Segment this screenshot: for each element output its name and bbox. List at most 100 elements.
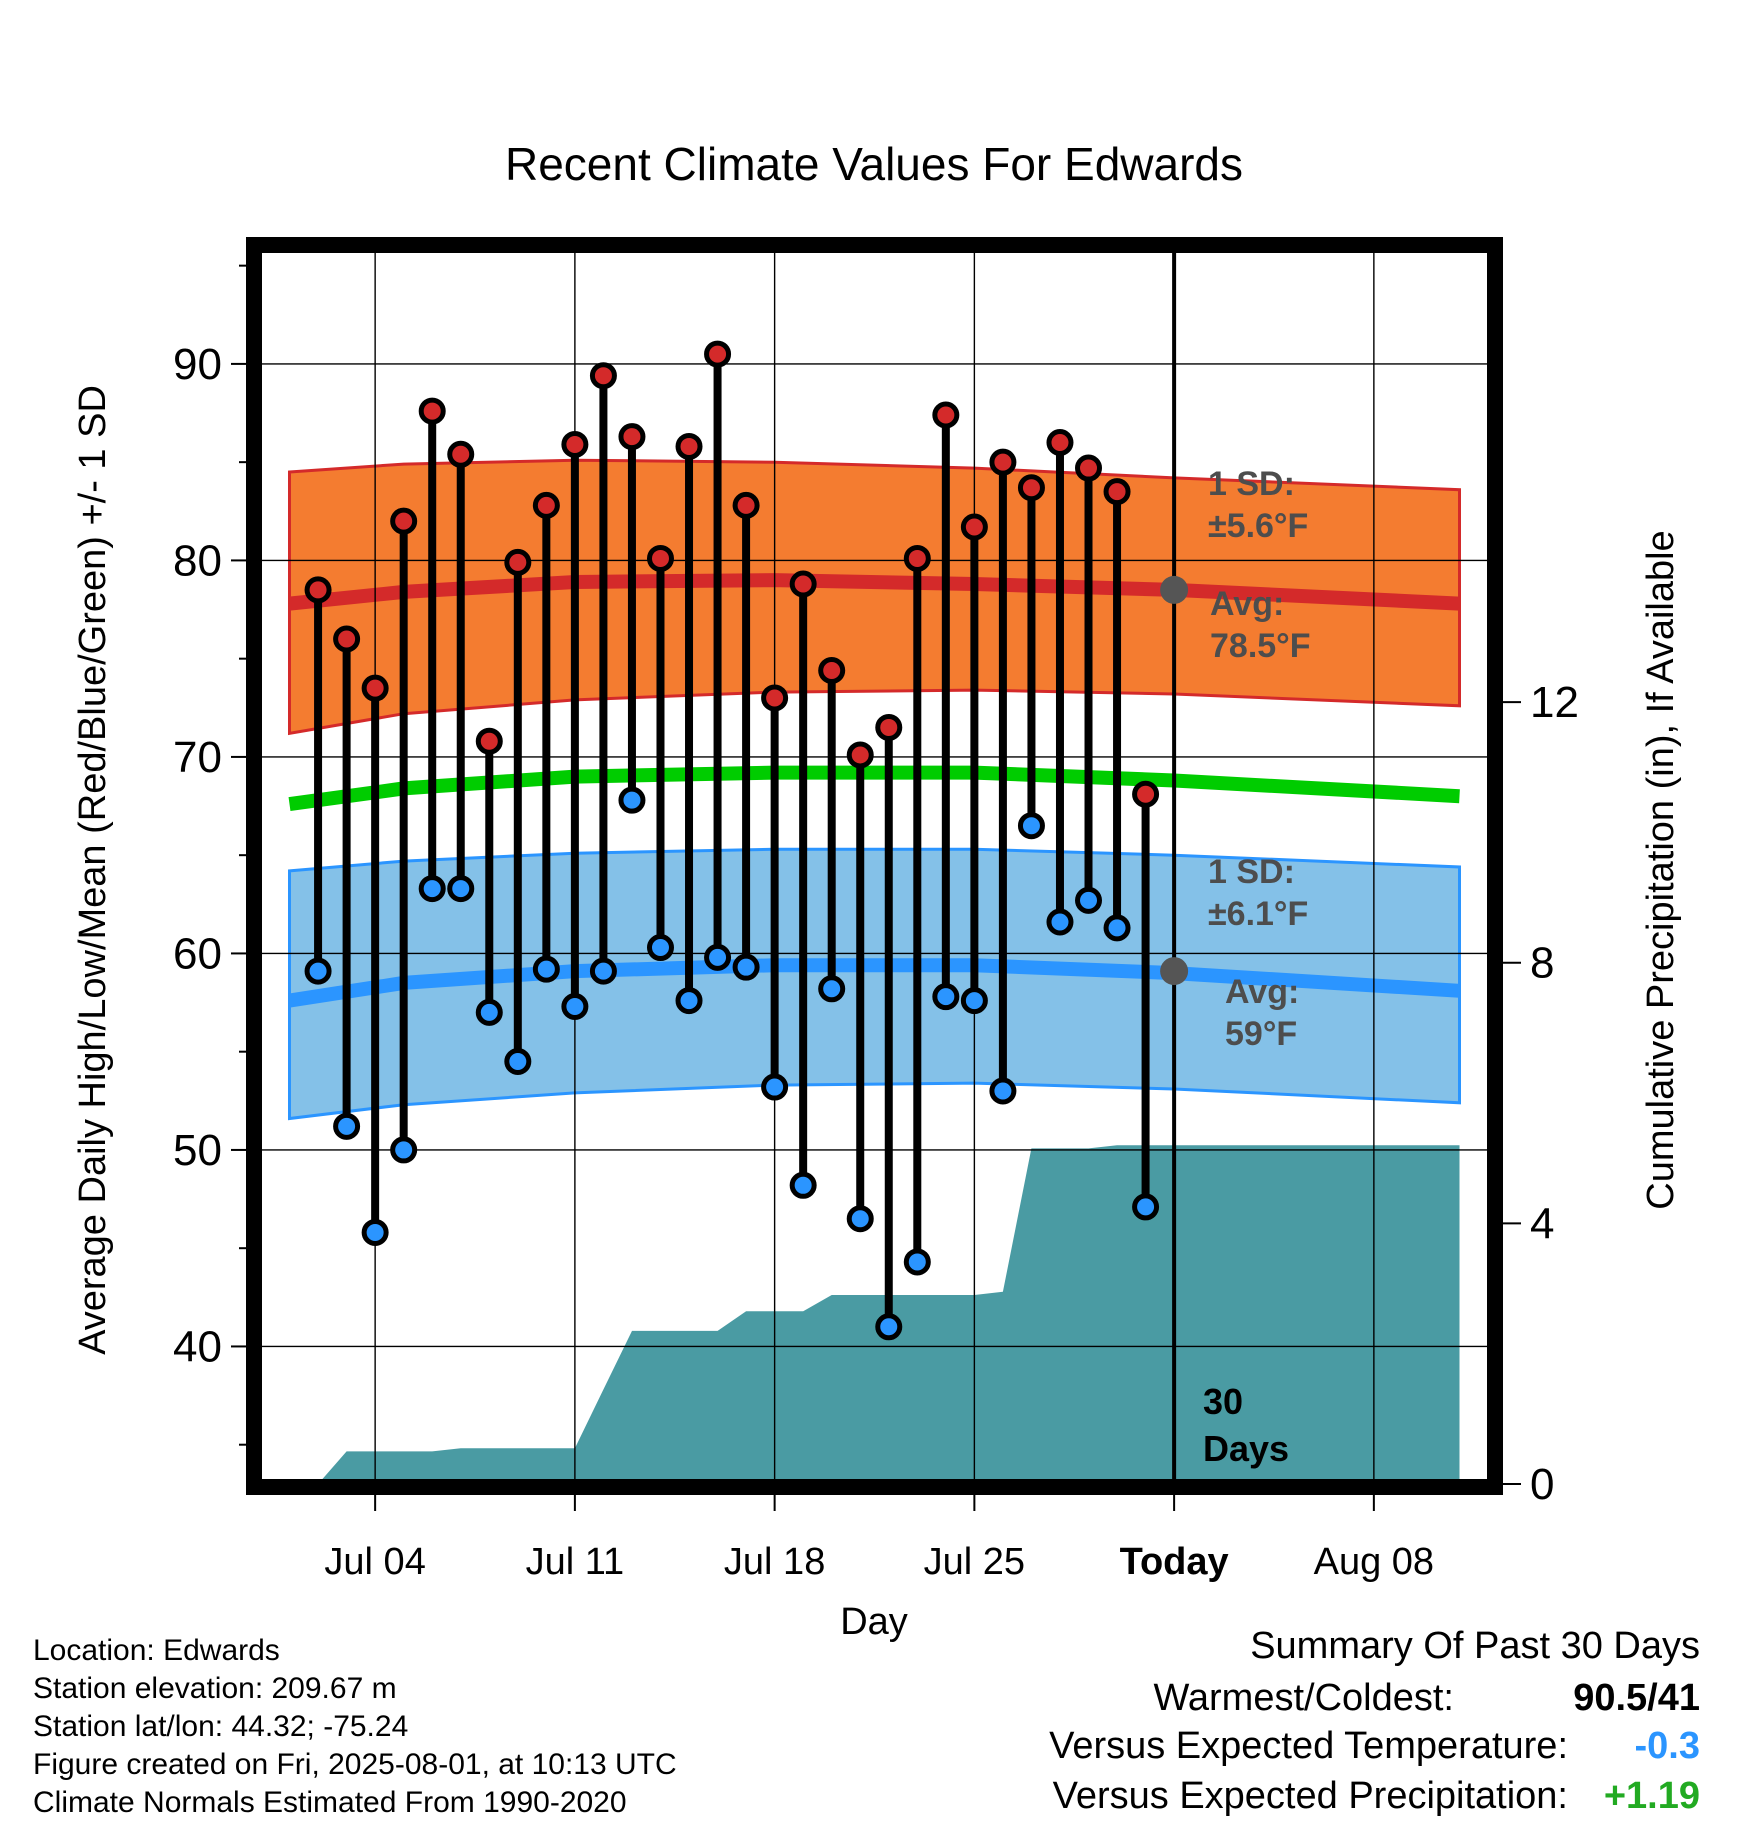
temp-label: Versus Expected Temperature: <box>1049 1725 1568 1767</box>
x-tick-label: Jul 25 <box>924 1541 1025 1583</box>
latlon-text: Station lat/lon: 44.32; -75.24 <box>33 1710 409 1743</box>
low-point <box>761 1073 789 1101</box>
high-avg-label-line1: Avg: <box>1210 585 1284 623</box>
high-point <box>1017 474 1045 502</box>
temp-value: -0.3 <box>1634 1725 1700 1767</box>
low-point <box>789 1171 817 1199</box>
high-point <box>361 674 389 702</box>
high-point <box>561 430 589 458</box>
precip-label: Versus Expected Precipitation: <box>1052 1775 1568 1817</box>
y-tick-label: 80 <box>173 536 222 585</box>
low-point <box>1046 908 1074 936</box>
low-point <box>561 992 589 1020</box>
low-avg-label-line1: Avg: <box>1225 973 1299 1011</box>
high-point <box>789 570 817 598</box>
x-tick-label: Jul 18 <box>724 1541 825 1583</box>
x-tick-label-today: Today <box>1120 1541 1229 1583</box>
low-point <box>390 1136 418 1164</box>
warmest-value: 90.5/41 <box>1573 1677 1700 1719</box>
high-point <box>447 440 475 468</box>
low-sd-label-line1: 1 SD: <box>1208 853 1295 891</box>
low-point <box>846 1205 874 1233</box>
low-point <box>532 955 560 983</box>
high-sd-label-line1: 1 SD: <box>1208 465 1295 503</box>
y-tick-label: 90 <box>173 340 222 389</box>
high-point <box>846 741 874 769</box>
y-axis-label: Average Daily High/Low/Mean (Red/Blue/Gr… <box>72 385 114 1355</box>
elevation-text: Station elevation: 209.67 m <box>33 1672 397 1705</box>
high-point <box>989 448 1017 476</box>
low-sd-band <box>288 847 1461 1121</box>
low-point <box>818 975 846 1003</box>
plot-frame <box>246 237 1503 1495</box>
high-point <box>761 684 789 712</box>
high-point <box>504 548 532 576</box>
today-high-avg-marker <box>1160 575 1189 604</box>
low-point <box>646 934 674 962</box>
chart-title: Recent Climate Values For Edwards <box>505 138 1243 190</box>
created-text: Figure created on Fri, 2025-08-01, at 10… <box>33 1748 677 1781</box>
x-tick-label: Jul 11 <box>526 1541 625 1583</box>
low-point <box>504 1048 532 1076</box>
high-point <box>875 713 903 741</box>
high-point <box>903 544 931 572</box>
y-tick-label: 50 <box>173 1126 222 1175</box>
low-point <box>1017 812 1045 840</box>
mean-avg-line <box>288 765 1460 812</box>
low-point <box>704 943 732 971</box>
low-point <box>618 786 646 814</box>
low-point <box>875 1313 903 1341</box>
days-label-word: Days <box>1203 1428 1289 1469</box>
high-point <box>675 432 703 460</box>
high-point <box>960 513 988 541</box>
y2-tick-label: 0 <box>1530 1460 1554 1509</box>
high-point <box>532 491 560 519</box>
high-point <box>704 340 732 368</box>
summary-warmest-row: Warmest/Coldest: 90.5/41 <box>900 1677 1700 1727</box>
low-point <box>447 875 475 903</box>
x-tick-label: Aug 08 <box>1314 1541 1434 1583</box>
high-point <box>475 727 503 755</box>
high-point <box>1075 454 1103 482</box>
high-point <box>1132 780 1160 808</box>
high-point <box>589 362 617 390</box>
plot-area: 1 SD: ±5.6°F Avg: 78.5°F 1 SD: ±6.1°F Avg: 59°F… <box>173 237 1579 1583</box>
precip-value: +1.19 <box>1603 1775 1700 1817</box>
low-point <box>732 953 760 981</box>
high-point <box>418 397 446 425</box>
low-point <box>1075 886 1103 914</box>
low-avg-label-line2: 59°F <box>1225 1015 1297 1053</box>
high-sd-label-line2: ±5.6°F <box>1208 507 1308 545</box>
y2-tick-label: 8 <box>1530 939 1554 988</box>
high-point <box>732 491 760 519</box>
low-point <box>1132 1193 1160 1221</box>
normals-text: Climate Normals Estimated From 1990-2020 <box>33 1786 627 1819</box>
location-text: Location: Edwards <box>33 1634 280 1667</box>
low-point <box>1103 914 1131 942</box>
low-point <box>960 987 988 1015</box>
summary-title: Summary Of Past 30 Days <box>1250 1625 1700 1667</box>
low-point <box>304 957 332 985</box>
station-info: Location: Edwards Station elevation: 209… <box>33 1632 677 1822</box>
low-point <box>903 1248 931 1276</box>
y-tick-label: 40 <box>173 1322 222 1371</box>
high-point <box>1046 429 1074 457</box>
high-point <box>618 423 646 451</box>
high-avg-label-line2: 78.5°F <box>1210 627 1311 665</box>
normal-bands <box>288 458 1461 1484</box>
low-point <box>932 983 960 1011</box>
high-point <box>304 576 332 604</box>
low-sd-label-line2: ±6.1°F <box>1208 895 1308 933</box>
high-point <box>646 544 674 572</box>
low-point <box>589 957 617 985</box>
high-point <box>1103 478 1131 506</box>
low-point <box>361 1218 389 1246</box>
today-low-avg-marker <box>1160 957 1189 986</box>
low-point <box>675 987 703 1015</box>
high-point <box>333 625 361 653</box>
x-tick-label: Jul 04 <box>324 1541 425 1583</box>
summary-precip-row: Versus Expected Precipitation: +1.19 <box>900 1775 1700 1825</box>
y2-tick-label: 4 <box>1530 1199 1554 1248</box>
y-tick-label: 70 <box>173 733 222 782</box>
